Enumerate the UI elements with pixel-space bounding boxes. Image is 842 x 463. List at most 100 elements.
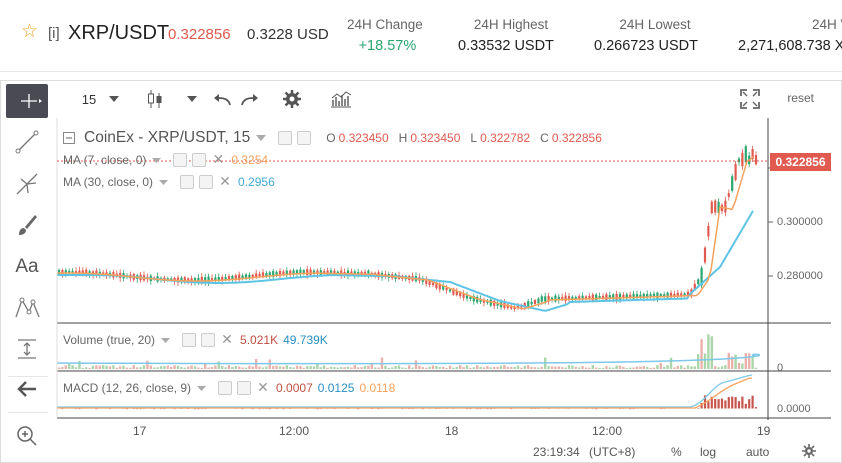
reset-button[interactable]: reset bbox=[787, 91, 814, 105]
eye-icon[interactable] bbox=[218, 381, 233, 395]
volume-bar bbox=[625, 367, 628, 369]
close-icon[interactable]: ✕ bbox=[212, 151, 225, 167]
candle-body bbox=[666, 292, 669, 298]
volume-bar bbox=[251, 366, 254, 369]
ma30-label[interactable]: MA (30, close, 0) bbox=[63, 175, 154, 189]
pattern-tool[interactable] bbox=[6, 291, 48, 325]
chart-settings-button[interactable] bbox=[802, 444, 816, 463]
fullscreen-button[interactable] bbox=[738, 80, 762, 118]
gear-icon[interactable] bbox=[297, 131, 312, 145]
zoom-in-tool[interactable] bbox=[6, 419, 48, 453]
gear-icon[interactable] bbox=[199, 175, 214, 189]
undo-button[interactable] bbox=[211, 80, 233, 118]
measure-tool[interactable] bbox=[6, 332, 48, 366]
volume-bar bbox=[652, 367, 656, 369]
candle-body bbox=[272, 271, 275, 277]
redo-button[interactable] bbox=[239, 80, 261, 118]
volume-bar bbox=[346, 366, 350, 369]
percent-scale-toggle[interactable]: % bbox=[671, 445, 682, 459]
interval-selector[interactable]: 15 bbox=[81, 91, 97, 107]
candle-body bbox=[707, 225, 710, 237]
macd-histogram-bar bbox=[595, 408, 598, 410]
pitchfork-icon bbox=[16, 173, 38, 195]
favorite-star-icon[interactable]: ☆ bbox=[21, 21, 39, 42]
ma7-label[interactable]: MA (7, close, 0) bbox=[63, 153, 147, 167]
candle-body bbox=[608, 295, 611, 299]
volume-bar bbox=[584, 367, 588, 369]
symbol-name[interactable]: XRP/USDT bbox=[68, 22, 170, 44]
eye-icon[interactable] bbox=[278, 131, 293, 145]
settings-button[interactable] bbox=[280, 80, 304, 118]
candle-body bbox=[319, 270, 322, 275]
trend-line-tool[interactable] bbox=[6, 125, 48, 159]
volume-bar bbox=[217, 361, 220, 369]
back-arrow-tool[interactable] bbox=[6, 372, 48, 406]
candle-body bbox=[714, 200, 717, 213]
pitchfork-tool[interactable] bbox=[6, 167, 48, 201]
volume-bar bbox=[564, 367, 567, 369]
volume-bar bbox=[693, 366, 696, 369]
chart-type-dropdown[interactable] bbox=[184, 80, 200, 118]
volume-bar bbox=[387, 367, 390, 369]
text-tool[interactable]: Aa bbox=[6, 250, 48, 284]
volume-bar bbox=[700, 339, 703, 369]
brush-tool[interactable] bbox=[6, 208, 48, 242]
auto-scale-toggle[interactable]: auto bbox=[746, 445, 770, 459]
gear-icon[interactable] bbox=[237, 381, 252, 395]
indicators-button[interactable] bbox=[329, 80, 353, 118]
volume-bar bbox=[622, 366, 625, 369]
macd-histogram-bar bbox=[737, 401, 741, 409]
chart-type-button[interactable] bbox=[144, 80, 166, 118]
candle-body bbox=[180, 277, 183, 283]
volume-bar bbox=[333, 367, 336, 369]
log-scale-toggle[interactable]: log bbox=[700, 445, 717, 459]
chevron-down-icon[interactable] bbox=[152, 157, 162, 163]
candle-body bbox=[697, 279, 700, 285]
chevron-down-icon[interactable] bbox=[256, 135, 267, 141]
price-axis-label: 0.300000 bbox=[777, 216, 823, 228]
chart-title[interactable]: CoinEx - XRP/USDT, 15 bbox=[84, 129, 251, 146]
chevron-down-icon[interactable] bbox=[197, 385, 207, 391]
stat-value: 0.33532 USDT bbox=[458, 38, 554, 54]
volume-bar bbox=[482, 367, 486, 369]
candle-body bbox=[724, 200, 727, 213]
volume-bar bbox=[649, 367, 652, 369]
volume-label[interactable]: Volume (true, 20) bbox=[63, 333, 156, 347]
volume-bar bbox=[142, 365, 146, 369]
close-icon[interactable]: ✕ bbox=[219, 173, 231, 189]
gear-icon[interactable] bbox=[192, 153, 207, 167]
stat-24h-lowest: 24H Lowest 0.266723 USDT bbox=[594, 16, 698, 57]
volume-bar bbox=[289, 366, 292, 369]
collapse-icon[interactable] bbox=[63, 132, 75, 144]
eye-icon[interactable] bbox=[173, 153, 188, 167]
close-icon[interactable]: ✕ bbox=[257, 379, 269, 395]
candle-body bbox=[584, 296, 588, 299]
stat-label: 24H Highest bbox=[473, 17, 549, 32]
volume-bar bbox=[703, 353, 707, 369]
trend-line-icon bbox=[15, 130, 39, 154]
ohlc-low: 0.322782 bbox=[480, 131, 531, 145]
candle-body bbox=[595, 294, 598, 301]
chevron-down-icon[interactable] bbox=[161, 337, 171, 343]
volume-bar bbox=[411, 367, 414, 369]
candle-body bbox=[557, 296, 560, 300]
eye-icon[interactable] bbox=[180, 175, 195, 189]
macd-histogram-bar bbox=[629, 408, 632, 410]
gear-icon[interactable] bbox=[201, 333, 216, 347]
close-icon[interactable]: ✕ bbox=[221, 331, 233, 347]
volume-bar bbox=[421, 367, 424, 369]
interval-dropdown[interactable] bbox=[106, 80, 122, 118]
volume-bar bbox=[724, 365, 727, 369]
candle-body bbox=[57, 269, 61, 275]
stat-value: 2,271,608.738 X bbox=[738, 38, 842, 54]
chevron-down-icon[interactable] bbox=[159, 179, 169, 185]
stat-value: 0.266723 USDT bbox=[594, 38, 698, 54]
candle-body bbox=[244, 274, 248, 279]
candle-body bbox=[663, 294, 666, 297]
volume-bar bbox=[476, 365, 479, 369]
timezone[interactable]: (UTC+8) bbox=[589, 445, 636, 459]
candle-body bbox=[227, 276, 231, 281]
crosshair-tool[interactable] bbox=[6, 84, 48, 118]
eye-icon[interactable] bbox=[182, 333, 197, 347]
macd-label[interactable]: MACD (12, 26, close, 9) bbox=[63, 381, 192, 395]
